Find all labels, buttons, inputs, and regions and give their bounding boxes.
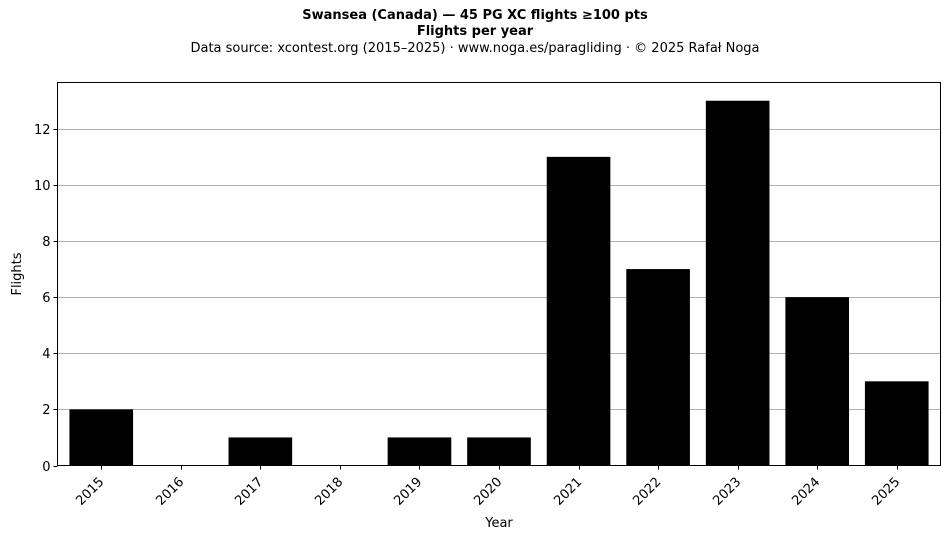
bars: [69, 100, 929, 466]
bar-2017: [228, 437, 293, 466]
y-axis-label: Flights: [10, 252, 25, 295]
x-tick-label: 2023: [710, 475, 744, 509]
y-tick-label: 2: [42, 403, 50, 418]
chart-titles: Swansea (Canada) — 45 PG XC flights ≥100…: [0, 8, 950, 58]
bar-2021: [546, 156, 611, 466]
bar-2015: [69, 409, 134, 466]
x-tick-label: 2024: [789, 475, 823, 509]
bar-2024: [785, 297, 850, 466]
x-tick-label: 2016: [153, 475, 187, 509]
x-tick-label: 2021: [551, 475, 585, 509]
x-tick-label: 2020: [471, 475, 505, 509]
y-tick-label: 6: [42, 291, 50, 306]
chart-source: Data source: xcontest.org (2015–2025) · …: [190, 41, 760, 56]
x-axis: 2015 2016 2017 2018 2019 2020 2021 2022 2023 2024…: [73, 465, 903, 509]
bar-2022: [626, 269, 690, 466]
x-tick-label: 2019: [391, 475, 425, 509]
x-tick-label: 2018: [312, 475, 346, 509]
x-tick-label: 2022: [630, 475, 664, 509]
x-tick-label: 2025: [869, 475, 903, 509]
y-tick-label: 12: [34, 123, 51, 138]
chart-subtitle: Flights per year: [416, 24, 534, 39]
y-tick-label: 0: [42, 460, 50, 475]
chart-title: Swansea (Canada) — 45 PG XC flights ≥100…: [302, 8, 648, 23]
x-tick-label: 2017: [232, 475, 266, 509]
x-axis-label: Year: [484, 516, 513, 531]
bar-2025: [864, 381, 929, 466]
grid-lines: [57, 129, 941, 410]
x-tick-label: 2015: [73, 475, 107, 509]
y-tick-label: 10: [34, 179, 51, 194]
bar-2023: [705, 100, 770, 466]
y-tick-label: 4: [42, 347, 50, 362]
bar-2019: [387, 437, 452, 466]
bar-2020: [467, 437, 531, 466]
y-axis: 0 2 4 6 8 10 12: [34, 123, 58, 475]
y-tick-label: 8: [42, 235, 50, 250]
